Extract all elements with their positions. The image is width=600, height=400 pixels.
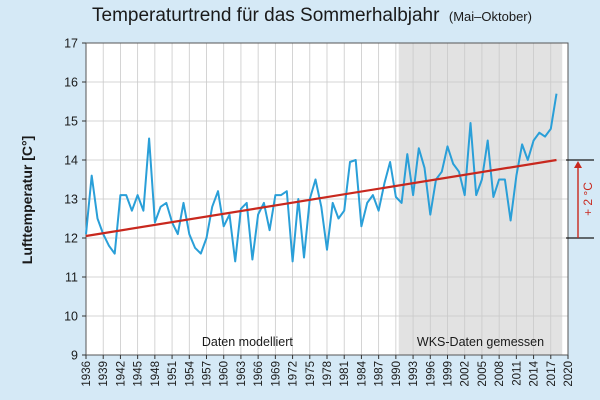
x-tick-label: 1993 xyxy=(408,361,420,387)
x-tick-label: 1963 xyxy=(236,361,248,387)
delta-label: + 2 °C xyxy=(581,182,595,216)
x-tick-label: 1972 xyxy=(288,361,300,387)
x-tick-label: 1984 xyxy=(356,360,368,386)
x-tick-label: 1951 xyxy=(167,361,179,387)
y-tick-label: 12 xyxy=(64,232,78,246)
x-tick-label: 1981 xyxy=(339,361,351,387)
y-tick-label: 17 xyxy=(64,37,78,51)
y-tick-label: 11 xyxy=(65,271,78,285)
x-tick-label: 1996 xyxy=(425,361,437,387)
x-tick-label: 2011 xyxy=(511,361,523,386)
x-tick-label: 1975 xyxy=(305,361,317,387)
x-tick-label: 1954 xyxy=(184,360,196,386)
chart-title: Temperaturtrend für das Sommerhalbjahr (… xyxy=(92,5,532,26)
x-tick-label: 1999 xyxy=(443,361,455,387)
modelled-data-label: Daten modelliert xyxy=(202,335,294,349)
plot-area xyxy=(82,42,569,359)
x-tick-label: 1945 xyxy=(133,361,145,387)
x-tick-label: 2005 xyxy=(477,361,489,387)
y-tick-label: 16 xyxy=(64,76,78,90)
x-tick-label: 1966 xyxy=(253,361,265,387)
x-tick-label: 2017 xyxy=(546,361,558,387)
x-tick-label: 2020 xyxy=(563,361,575,387)
temperature-series-line xyxy=(85,93,558,263)
x-tick-label: 1948 xyxy=(150,361,162,387)
x-tick-label: 1957 xyxy=(202,361,214,387)
chart-subtitle: (Mai–Oktober) xyxy=(449,9,532,24)
x-tick-label: 2008 xyxy=(494,361,506,387)
x-tick-label: 1987 xyxy=(374,361,386,387)
x-tick-label: 2014 xyxy=(529,360,541,386)
y-axis-label: Lufttemperatur [C°] xyxy=(19,136,35,264)
x-tick-label: 1960 xyxy=(219,361,231,387)
x-tick-label: 1939 xyxy=(98,361,110,387)
y-tick-label: 13 xyxy=(64,193,78,207)
x-tick-label: 1990 xyxy=(391,361,403,387)
x-tick-label: 2002 xyxy=(460,361,472,387)
y-tick-label: 14 xyxy=(64,154,78,168)
y-tick-label: 15 xyxy=(64,115,78,129)
delta-arrow-head xyxy=(574,161,582,168)
x-tick-label: 1942 xyxy=(115,361,127,387)
chart-title-main: Temperaturtrend für das Sommerhalbjahr xyxy=(92,5,440,26)
y-tick-label: 9 xyxy=(71,349,78,363)
measured-data-label: WKS-Daten gemessen xyxy=(417,335,544,349)
trend-line xyxy=(85,158,557,238)
y-tick-label: 10 xyxy=(64,310,78,324)
x-tick-label: 1978 xyxy=(322,361,334,387)
x-tick-label: 1969 xyxy=(270,361,282,387)
x-tick-label: 1936 xyxy=(81,361,93,387)
